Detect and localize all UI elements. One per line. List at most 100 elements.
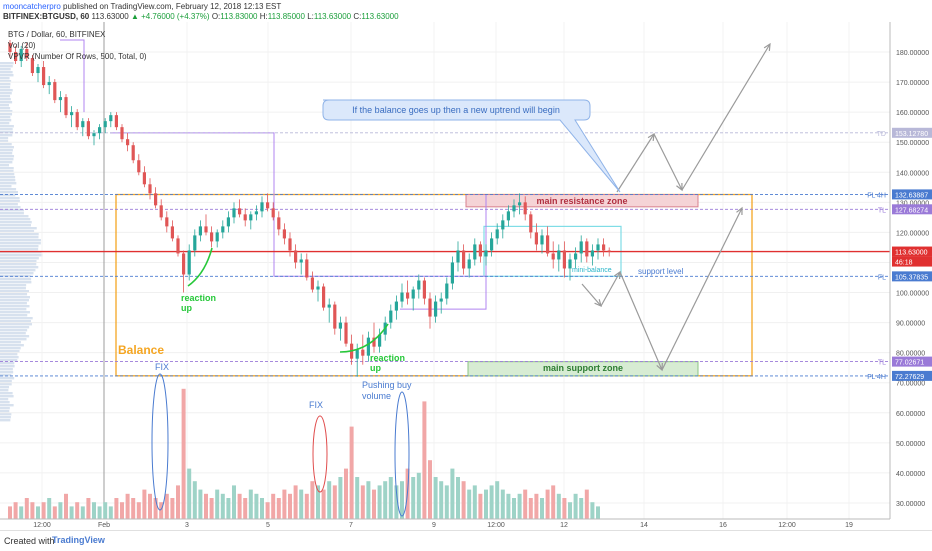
volume-bar [546,490,550,519]
vpvr-bar [0,287,26,289]
vpvr-bar [0,221,32,223]
low-value: 113.63000 [314,12,351,21]
volume-bar [378,485,382,519]
volume-bar [568,502,572,519]
last-price: 113.63000 [91,12,128,21]
volume-bar [299,490,303,519]
candle-body [311,278,314,290]
volume-bar [439,481,443,519]
vpvr-bar [0,356,19,358]
vpvr-bar [0,293,27,295]
vpvr-bar [0,359,17,361]
fix-label-2: FIX [309,400,323,410]
vpvr-bar [0,146,14,148]
candle-body [440,299,443,302]
volume-bar [456,477,460,519]
publish-line: mooncatcherpro published on TradingView.… [3,2,281,11]
chart-header: mooncatcherpro published on TradingView.… [0,0,932,22]
vpvr-bar [0,347,21,349]
candle-body [115,115,118,127]
time-axis[interactable]: 12:00 Feb 3 5 7 9 12:00 12 14 16 12:00 19 [0,519,890,529]
close-value: 113.63000 [361,12,398,21]
candle-body [120,127,123,139]
candle-body [468,259,471,268]
candle-body [552,253,555,259]
volume-bar [512,498,516,519]
volume-bar [462,481,466,519]
volume-bar [159,502,163,519]
candle-body [529,214,532,232]
volume-bar [344,469,348,519]
price-chart[interactable]: Balance main resistance zone main support … [0,22,932,530]
candle-body [132,145,135,160]
price-tick: 140.00000 [896,170,929,177]
candle-body [328,305,331,308]
candle-body [305,259,308,277]
candle-body [428,299,431,317]
legend-title: BTG / Dollar, 60, BITFINEX [8,30,106,39]
vpvr-bar [0,152,12,154]
candle-body [148,184,151,193]
volume-bar [327,481,331,519]
vpvr-bar [0,206,21,208]
volume-bar [585,490,589,519]
candle-body [412,290,415,299]
candle-body [535,232,538,244]
volume-bar [70,506,74,519]
tradingview-logo[interactable]: TradingView [52,535,105,545]
vpvr-bar [0,410,9,412]
vpvr-bar [0,122,9,124]
volume-bar [490,485,494,519]
high-value: 113.85000 [268,12,305,21]
candle-body [591,250,594,256]
candle-body [154,193,157,205]
volume-bar [518,494,522,519]
volume-bar [92,502,96,519]
vpvr-bar [0,71,13,73]
vpvr-bar [0,128,13,130]
vpvr-bar [0,296,30,298]
vpvr-bar [0,212,24,214]
candle-body [602,244,605,250]
volume-bar [389,477,393,519]
candle-body [490,238,493,250]
volume-bar [170,498,174,519]
volume-bar [8,506,12,519]
vpvr-bar [0,389,8,391]
vpvr-bar [0,344,24,346]
author-link[interactable]: mooncatcherpro [3,2,61,11]
candle-body [59,97,62,100]
price-tick: 60.00000 [896,411,925,418]
candle-body [294,250,297,262]
vpvr-bar [0,248,38,250]
pushing-label: Pushing buy [362,380,412,390]
candle-body [546,235,549,253]
volume-bar [266,502,270,519]
price-tag-text: 77.02671 [895,360,924,367]
candle-body [182,253,185,274]
vpvr-bar [0,77,10,79]
vpvr-bar [0,314,27,316]
ohlc-line: BITFINEX:BTGUSD, 60 113.63000 ▲ +4.76000… [3,12,399,21]
candle-body [423,281,426,299]
volume-bar [42,502,46,519]
candle-body [456,250,459,262]
vpvr-bar [0,353,17,355]
candle-body [316,287,319,290]
candle-body [216,232,219,241]
vpvr-bar [0,335,29,337]
vpvr-bar [0,74,13,76]
vpvr-bar [0,164,9,166]
price-tag-text: 132.63887 [895,192,928,199]
volume-bar [47,498,51,519]
candle-body [76,112,79,127]
volume-bar [484,490,488,519]
candle-body [563,250,566,268]
volume-bar [131,498,135,519]
price-tick: 90.00000 [896,321,925,328]
candle-body [126,139,129,145]
vpvr-bar [0,65,13,67]
volume-bar [254,494,258,519]
candle-body [199,226,202,235]
candle-body [266,202,269,208]
